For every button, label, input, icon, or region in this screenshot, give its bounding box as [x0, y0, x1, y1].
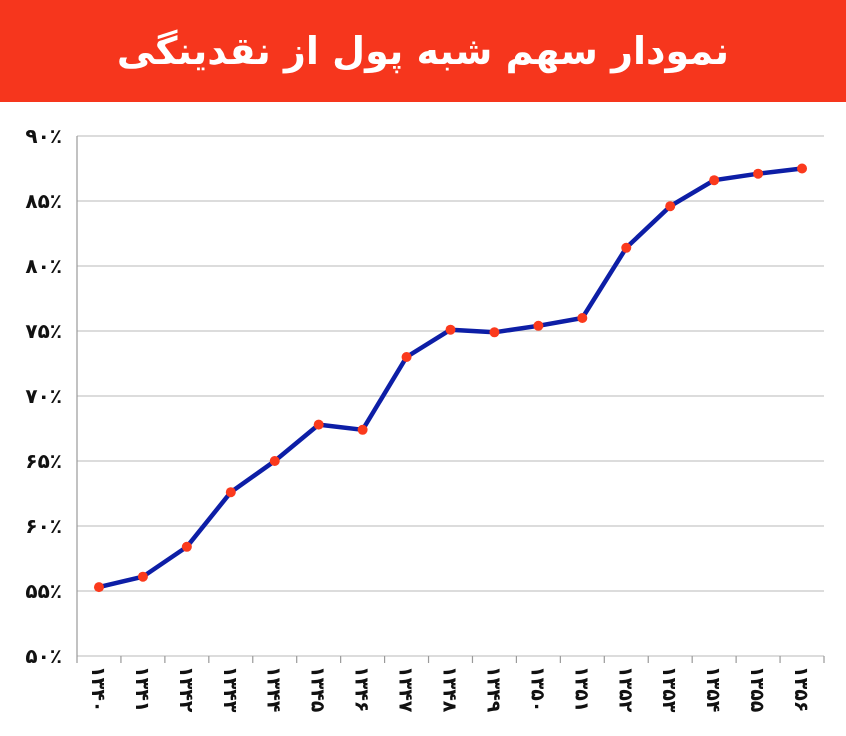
x-tick-label: ۱۳۴۲ — [175, 666, 197, 713]
x-tick-label: ۱۳۴۳ — [219, 666, 241, 713]
x-tick-label: ۱۳۵۱ — [570, 666, 592, 712]
data-point — [93, 582, 104, 593]
y-tick-label: ۵۰٪ — [25, 644, 62, 668]
y-tick-label: ۶۵٪ — [25, 449, 62, 473]
series-line — [96, 166, 805, 590]
data-point — [269, 456, 280, 466]
line-chart: ۹۰٪ ۸۵٪ ۸۰٪ ۷۵٪ ۷۰٪ ۶۵٪ ۶۰٪ ۵۵٪ ۵۰٪ ۱۳۴۰ ۱۳۴۱ ۱۳۴۲ ۱… — [25, 124, 825, 713]
x-tick-label: ۱۳۴۵ — [307, 666, 329, 713]
x-tick-label: ۱۳۵۰ — [526, 666, 548, 712]
data-point — [401, 352, 412, 362]
x-tick-label: ۱۳۴۷ — [395, 666, 417, 713]
y-tick-label: ۷۵٪ — [25, 319, 62, 343]
data-point — [621, 242, 632, 253]
x-tick-label: ۱۳۴۴ — [263, 666, 285, 712]
data-point — [753, 168, 764, 179]
data-point — [797, 163, 808, 174]
x-tick-label: ۱۳۴۹ — [482, 666, 504, 713]
data-point — [445, 324, 456, 335]
x-tick-label: ۱۳۴۶ — [351, 666, 373, 712]
data-point — [533, 320, 544, 331]
data-point — [357, 424, 368, 435]
y-tick-label: ۵۵٪ — [25, 579, 62, 603]
x-tick-label: ۱۳۴۸ — [439, 666, 461, 713]
x-tick-label: ۱۳۵۵ — [746, 666, 768, 713]
y-tick-label: ۶۰٪ — [25, 514, 62, 538]
x-tick-label: ۱۳۵۴ — [702, 666, 724, 712]
x-tick-label: ۱۳۴۱ — [131, 666, 153, 712]
data-point — [137, 571, 148, 582]
y-tick-label: ۹۰٪ — [25, 124, 62, 148]
x-tick-label: ۱۳۵۶ — [790, 666, 812, 712]
data-point — [225, 487, 236, 498]
chart-title: نمودار سهم شبه پول از نقدینگی — [116, 29, 730, 73]
y-tick-label: ۸۵٪ — [25, 189, 62, 213]
data-point — [665, 201, 676, 212]
data-point — [709, 175, 720, 186]
x-tick-label: ۱۳۴۰ — [87, 666, 109, 712]
x-tick-label: ۱۳۵۳ — [658, 666, 680, 713]
data-point — [577, 313, 588, 323]
chart-title-banner: نمودار سهم شبه پول از نقدینگی — [0, 0, 846, 102]
y-tick-label: ۷۰٪ — [25, 384, 62, 408]
y-tick-label: ۸۰٪ — [25, 254, 62, 278]
data-point — [489, 327, 500, 338]
data-point — [313, 419, 324, 430]
data-point — [181, 541, 192, 552]
x-tick-label: ۱۳۵۲ — [614, 666, 636, 713]
